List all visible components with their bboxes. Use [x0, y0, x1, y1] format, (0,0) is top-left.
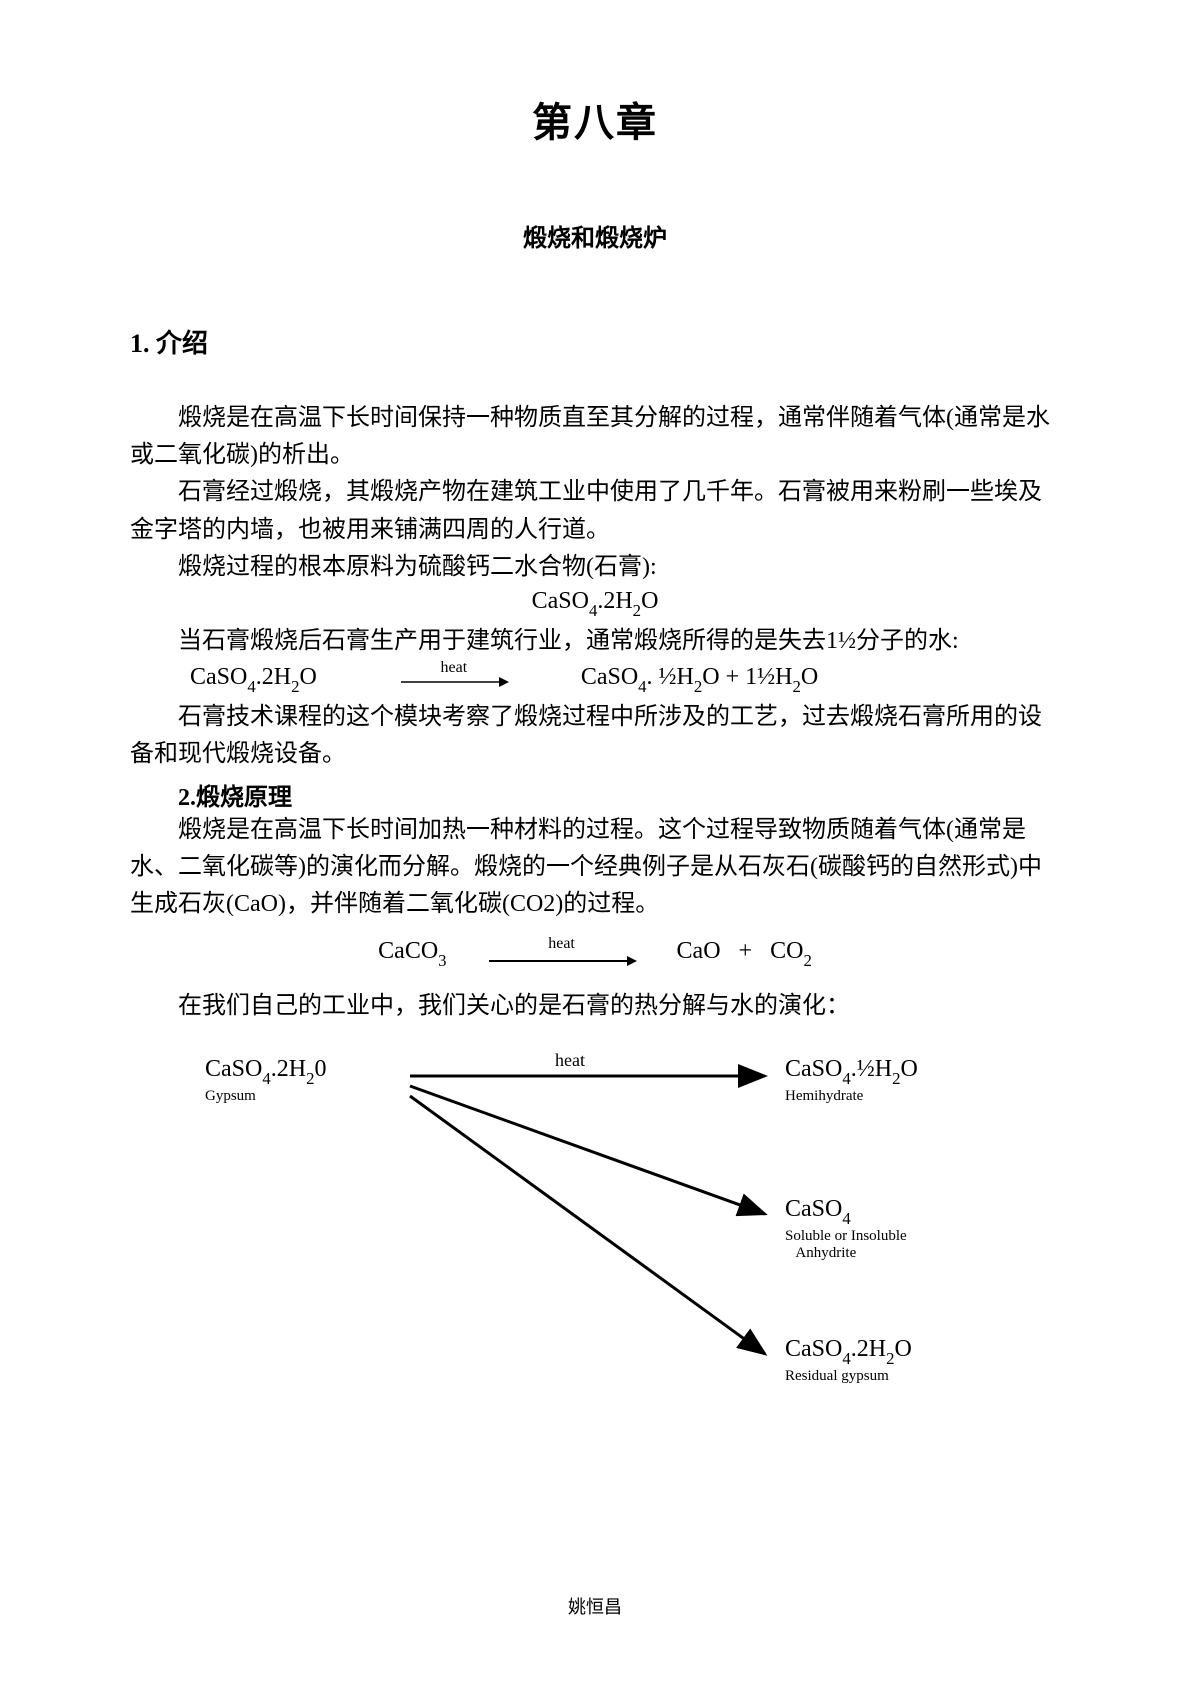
formula-sub: 4 — [589, 601, 597, 620]
section2-p2: 在我们自己的工业中，我们关心的是石膏的热分解与水的演化： — [130, 988, 1060, 1025]
chapter-title: 第八章 — [130, 90, 1060, 148]
formula-part: CaSO — [532, 588, 589, 614]
section1-p1: 煅烧是在高温下长时间保持一种物质直至其分解的过程，通常伴随着气体(通常是水或二氧… — [130, 400, 1060, 474]
section2-p1: 煅烧是在高温下长时间加热一种材料的过程。这个过程导致物质随着气体(通常是水、二氧… — [130, 812, 1060, 924]
decomposition-diagram: heat CaSO4.2H20Gypsum CaSO4.½H2OHemihydra… — [175, 1046, 1015, 1446]
formula-sub: 2 — [633, 601, 641, 620]
section1-p5: 石膏技术课程的这个模块考察了煅烧过程中所涉及的工艺，过去煅烧石膏所用的设备和现代… — [130, 699, 1060, 773]
eq2-rhs: CaO + CO2 — [677, 938, 812, 969]
equation-2-caco3: CaCO3 heat CaO + CO2 — [130, 938, 1060, 969]
section1-p3: 煅烧过程的根本原料为硫酸钙二水合物(石膏): — [130, 549, 1060, 586]
eq2-heat-arrow: heat — [487, 939, 637, 967]
diagram-node: CaSO4.½H2OHemihydrate — [785, 1056, 918, 1106]
section2-heading: 2.煅烧原理 — [130, 777, 1060, 812]
subtitle: 煅烧和煅烧炉 — [130, 218, 1060, 253]
diagram-node: CaSO4Soluble or Insoluble Anhydrite — [785, 1196, 907, 1263]
section1-heading: 1. 介绍 — [130, 323, 1060, 360]
eq1-rhs: CaSO4. ½H2O + 1½H2O — [581, 664, 818, 690]
page-footer-author: 姚恒昌 — [0, 1593, 1190, 1619]
diagram-node: CaSO4.2H2OResidual gypsum — [785, 1336, 912, 1386]
eq1-lhs: CaSO4.2H2O — [190, 664, 323, 690]
eq2-lhs: CaCO3 — [378, 938, 446, 969]
heat-arrow: heat — [389, 667, 519, 689]
formula-caso4-2h2o: CaSO4.2H2O — [130, 588, 1060, 619]
diagram-node: CaSO4.2H20Gypsum — [205, 1056, 326, 1106]
section1-p2: 石膏经过煅烧，其煅烧产物在建筑工业中使用了几千年。石膏被用来粉刷一些埃及金字塔的… — [130, 474, 1060, 548]
formula-part: O — [641, 588, 658, 614]
equation-1: CaSO4.2H2O heat CaSO4. ½H2O + 1½H2O — [190, 664, 1060, 695]
formula-part: .2H — [597, 588, 632, 614]
section1-p4: 当石膏煅烧后石膏生产用于建筑行业，通常煅烧所得的是失去1½分子的水: — [130, 623, 1060, 660]
diagram-heat-label: heat — [555, 1050, 585, 1071]
